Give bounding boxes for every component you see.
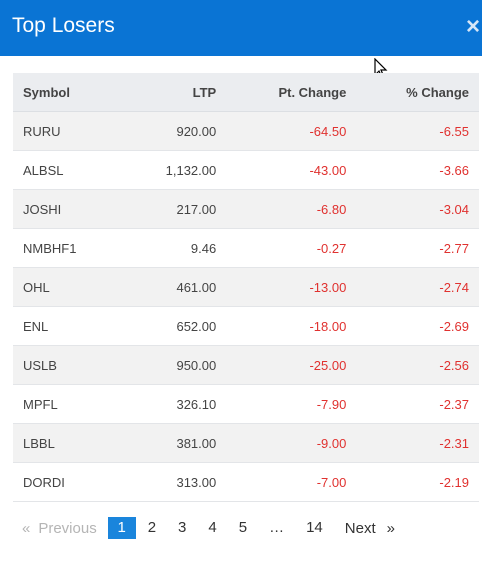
column-header-pt-change[interactable]: Pt. Change — [226, 73, 357, 112]
cell-ltp: 950.00 — [121, 345, 227, 385]
page-button-14[interactable]: 14 — [306, 519, 323, 536]
previous-button[interactable]: Previous — [38, 519, 97, 537]
cell-symbol: USLB — [13, 345, 122, 385]
cell-pct-change: -2.74 — [356, 267, 479, 307]
cell-symbol: RURU — [13, 111, 122, 151]
cell-ltp: 652.00 — [121, 306, 227, 346]
table-row[interactable]: MPFL 326.10 -7.90 -2.37 — [13, 384, 479, 424]
page-button-1[interactable]: 1 — [107, 517, 136, 539]
cell-ltp: 461.00 — [121, 267, 227, 307]
close-icon[interactable]: × — [465, 13, 480, 40]
table-row[interactable]: NMBHF1 9.46 -0.27 -2.77 — [13, 228, 479, 268]
pagination: « Previous 1 2 3 4 5 … 14 Next » — [13, 517, 395, 539]
column-header-symbol[interactable]: Symbol — [13, 73, 122, 112]
modal-title: Top Losers — [12, 14, 115, 37]
cell-ltp: 381.00 — [121, 423, 227, 463]
table-header-row: Symbol LTP Pt. Change % Change — [13, 73, 479, 112]
next-arrow-icon[interactable]: » — [386, 519, 395, 537]
table-row[interactable]: DORDI 313.00 -7.00 -2.19 — [13, 462, 479, 502]
cell-symbol: ALBSL — [13, 150, 122, 190]
cell-symbol: NMBHF1 — [13, 228, 122, 268]
cell-pct-change: -2.31 — [356, 423, 479, 463]
cell-pt-change: -18.00 — [226, 306, 357, 346]
cell-symbol: MPFL — [13, 384, 122, 424]
cell-pt-change: -7.00 — [226, 462, 357, 502]
cell-symbol: ENL — [13, 306, 122, 346]
cell-ltp: 313.00 — [121, 462, 227, 502]
cell-symbol: JOSHI — [13, 189, 122, 229]
table-row[interactable]: ENL 652.00 -18.00 -2.69 — [13, 306, 479, 346]
cell-ltp: 326.10 — [121, 384, 227, 424]
page-ellipsis: … — [269, 519, 285, 536]
cell-symbol: LBBL — [13, 423, 122, 463]
cell-pt-change: -6.80 — [226, 189, 357, 229]
cell-pt-change: -64.50 — [226, 111, 357, 151]
cell-pt-change: -9.00 — [226, 423, 357, 463]
column-header-ltp[interactable]: LTP — [121, 73, 227, 112]
cell-pt-change: -7.90 — [226, 384, 357, 424]
page-button-2[interactable]: 2 — [147, 519, 157, 536]
column-header-pct-change[interactable]: % Change — [356, 73, 479, 112]
cell-pct-change: -2.77 — [356, 228, 479, 268]
cell-pt-change: -0.27 — [226, 228, 357, 268]
page-button-3[interactable]: 3 — [178, 519, 187, 536]
cell-pct-change: -2.19 — [356, 462, 479, 502]
table-row[interactable]: JOSHI 217.00 -6.80 -3.04 — [13, 189, 479, 229]
cell-pt-change: -25.00 — [226, 345, 357, 385]
top-losers-table: Symbol LTP Pt. Change % Change RURU 920.0… — [13, 73, 479, 502]
cell-symbol: OHL — [13, 267, 122, 307]
cell-ltp: 1,132.00 — [121, 150, 227, 190]
cell-symbol: DORDI — [13, 462, 122, 502]
page-button-4[interactable]: 4 — [208, 519, 217, 536]
modal-header: Top Losers × — [0, 0, 482, 56]
cell-pct-change: -2.37 — [356, 384, 479, 424]
cell-pct-change: -2.69 — [356, 306, 479, 346]
table-row[interactable]: OHL 461.00 -13.00 -2.74 — [13, 267, 479, 307]
page-button-5[interactable]: 5 — [238, 519, 248, 536]
previous-arrow-icon: « — [22, 519, 31, 537]
cell-ltp: 920.00 — [121, 111, 227, 151]
cell-pt-change: -13.00 — [226, 267, 357, 307]
table-row[interactable]: LBBL 381.00 -9.00 -2.31 — [13, 423, 479, 463]
cell-pt-change: -43.00 — [226, 150, 357, 190]
table-row[interactable]: RURU 920.00 -64.50 -6.55 — [13, 111, 479, 151]
cell-pct-change: -3.66 — [356, 150, 479, 190]
cell-pct-change: -3.04 — [356, 189, 479, 229]
next-button[interactable]: Next — [344, 519, 376, 537]
cell-pct-change: -2.56 — [356, 345, 479, 385]
cell-ltp: 9.46 — [121, 228, 227, 268]
cell-ltp: 217.00 — [121, 189, 227, 229]
table-row[interactable]: ALBSL 1,132.00 -43.00 -3.66 — [13, 150, 479, 190]
cell-pct-change: -6.55 — [356, 111, 479, 151]
table-row[interactable]: USLB 950.00 -25.00 -2.56 — [13, 345, 479, 385]
